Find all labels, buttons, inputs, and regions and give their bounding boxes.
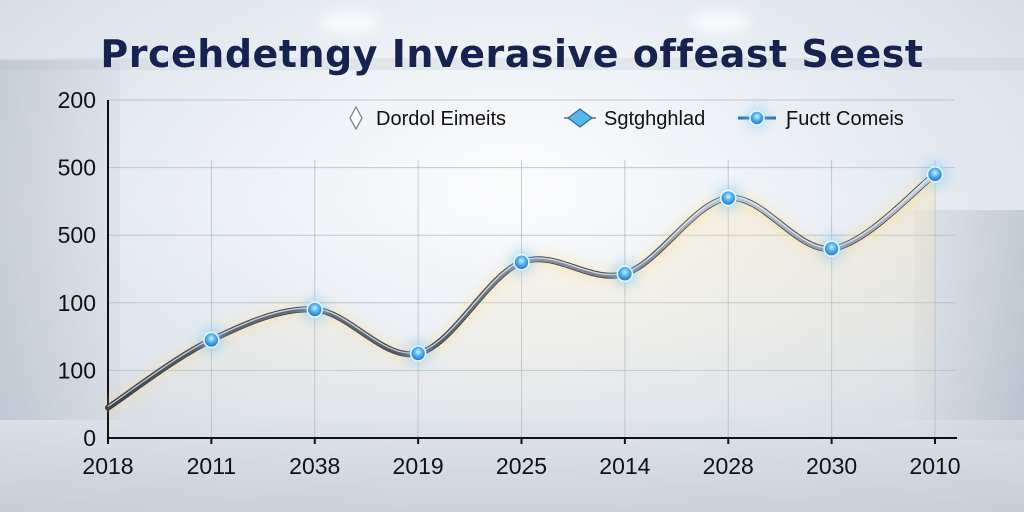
blue-diamond-icon — [567, 108, 593, 128]
legend-label: Dordol Eimeits — [376, 108, 506, 130]
x-tick-label: 2014 — [599, 453, 650, 479]
y-tick-label: 500 — [58, 222, 96, 248]
series-layer — [105, 162, 947, 439]
y-tick-label: 500 — [58, 155, 96, 181]
x-tick-label: 2030 — [806, 453, 857, 479]
x-tick-label: 2038 — [289, 453, 340, 479]
x-tick-label: 2019 — [393, 453, 444, 479]
y-tick-label: 0 — [83, 425, 96, 451]
data-point — [823, 240, 840, 258]
chart-legend: Dordol Eimeits Sgtghghlad Ƒuctt Comeis — [349, 105, 904, 131]
data-point — [203, 331, 220, 349]
background-ceiling-light — [690, 12, 750, 32]
data-point — [616, 265, 634, 283]
data-point — [926, 166, 944, 183]
glowing-dot-line-icon — [749, 110, 765, 126]
x-tick-label: 2011 — [187, 453, 236, 479]
data-point — [513, 253, 530, 271]
background-shelving-left — [0, 60, 120, 420]
hollow-diamond-icon — [349, 105, 363, 131]
y-tick-label: 200 — [58, 87, 96, 113]
data-point — [306, 301, 324, 318]
data-point — [409, 345, 427, 362]
legend-label: Sgtghghlad — [604, 108, 705, 130]
background-ceiling-light — [320, 12, 380, 32]
x-tick-label: 2018 — [82, 453, 133, 479]
x-tick-label: 2010 — [909, 453, 960, 479]
series-glow-area — [108, 174, 935, 439]
chart-title: Prcehdetngy Inverasive offeast Seest — [100, 32, 924, 76]
background-ceiling-beam — [0, 58, 1024, 70]
x-tick-label: 2025 — [496, 453, 547, 479]
y-tick-label: 100 — [58, 290, 96, 316]
y-axis-ticks: 0 100 100 500 500 200 — [58, 87, 96, 451]
x-axis-ticks: 2018 2011 2038 2019 2025 2014 2028 2030 2010 — [82, 438, 961, 479]
x-tick-label: 2028 — [703, 453, 754, 479]
data-point — [719, 189, 737, 207]
legend-label: Ƒuctt Comeis — [785, 108, 904, 130]
y-tick-label: 100 — [58, 357, 96, 383]
